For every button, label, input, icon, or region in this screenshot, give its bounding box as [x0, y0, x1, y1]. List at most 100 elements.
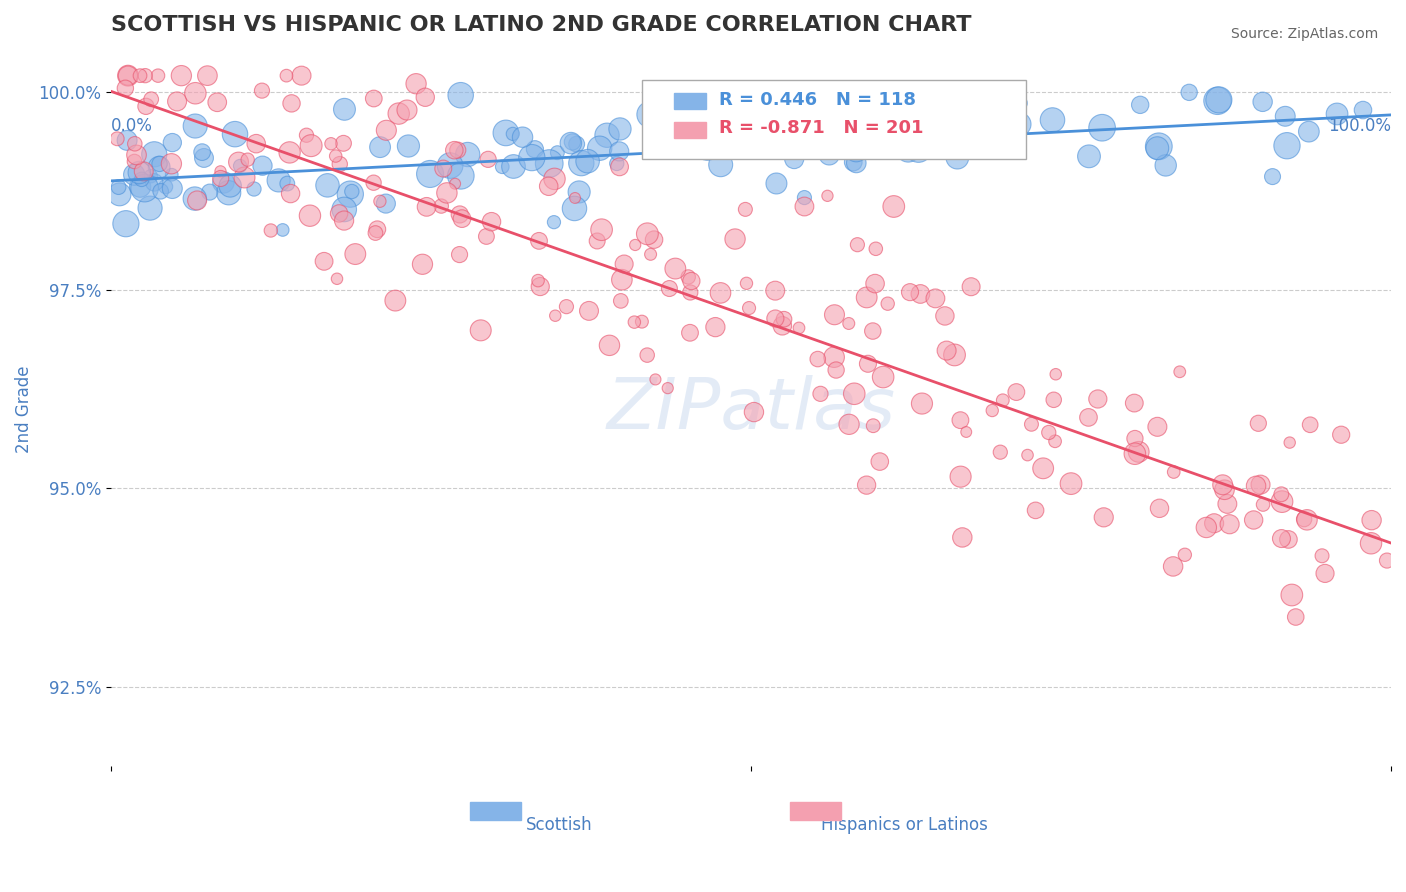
Point	[1313, 566, 1336, 581]
Point	[560, 136, 582, 150]
Point	[1008, 96, 1031, 111]
Point	[135, 99, 157, 113]
Point	[166, 95, 188, 109]
Point	[742, 405, 765, 419]
Point	[395, 103, 418, 117]
Point	[838, 317, 860, 331]
Point	[818, 148, 841, 162]
Point	[589, 141, 612, 155]
Point	[107, 180, 129, 194]
Point	[325, 149, 347, 163]
Point	[495, 126, 517, 140]
Point	[333, 213, 356, 227]
Text: Scottish: Scottish	[526, 816, 592, 834]
Point	[1216, 497, 1239, 511]
Text: ZIPatlas: ZIPatlas	[606, 375, 896, 443]
Point	[568, 185, 591, 199]
Point	[260, 223, 283, 237]
Point	[1021, 417, 1043, 432]
Point	[955, 425, 977, 439]
Point	[475, 229, 498, 244]
Point	[197, 69, 219, 83]
Point	[945, 100, 967, 114]
Point	[316, 178, 339, 193]
Point	[823, 350, 845, 364]
Point	[1123, 396, 1146, 410]
Point	[1128, 445, 1150, 459]
Bar	[470, 802, 520, 820]
Point	[624, 238, 647, 252]
Point	[193, 151, 215, 165]
Point	[817, 189, 839, 203]
Point	[1078, 149, 1101, 163]
Point	[207, 95, 229, 110]
Point	[1261, 169, 1284, 184]
Point	[436, 186, 458, 200]
Point	[141, 92, 163, 106]
Text: Source: ZipAtlas.com: Source: ZipAtlas.com	[1230, 27, 1378, 41]
Point	[1174, 548, 1197, 562]
Point	[128, 165, 150, 179]
Point	[413, 90, 436, 104]
Point	[623, 315, 645, 329]
Point	[1163, 465, 1185, 479]
Point	[724, 232, 747, 246]
Point	[596, 128, 619, 143]
Point	[224, 127, 246, 141]
Point	[1326, 107, 1348, 121]
Point	[415, 200, 437, 214]
Point	[384, 293, 406, 308]
Point	[245, 136, 267, 151]
Point	[1017, 448, 1039, 462]
Y-axis label: 2nd Grade: 2nd Grade	[15, 366, 32, 453]
Point	[1375, 553, 1398, 567]
Point	[236, 153, 259, 167]
Point	[783, 152, 806, 166]
Point	[148, 160, 170, 174]
Point	[364, 226, 387, 240]
Point	[443, 143, 465, 157]
Point	[704, 320, 727, 334]
Point	[1092, 510, 1115, 524]
Point	[339, 187, 361, 202]
Point	[1060, 476, 1083, 491]
Point	[209, 171, 232, 186]
Bar	[675, 94, 706, 109]
Point	[162, 181, 184, 195]
Point	[278, 145, 301, 160]
Point	[447, 143, 470, 157]
Point	[865, 242, 887, 256]
Point	[770, 136, 793, 151]
Point	[875, 139, 897, 153]
Point	[1361, 513, 1384, 527]
Point	[610, 273, 633, 287]
Point	[219, 178, 242, 193]
Point	[1212, 477, 1234, 491]
Point	[576, 154, 599, 169]
Point	[105, 132, 128, 146]
Point	[631, 315, 654, 329]
Point	[1251, 95, 1274, 109]
Point	[1042, 113, 1064, 128]
Point	[1077, 410, 1099, 425]
Point	[450, 169, 472, 183]
Point	[537, 179, 560, 194]
Point	[910, 287, 932, 301]
Point	[734, 202, 756, 217]
Point	[502, 127, 524, 141]
Point	[869, 454, 891, 468]
Point	[1281, 588, 1303, 602]
Point	[696, 139, 718, 153]
Point	[1025, 503, 1047, 517]
Point	[855, 290, 877, 304]
Point	[862, 324, 884, 338]
Point	[1243, 513, 1265, 527]
Point	[1204, 516, 1226, 531]
Point	[122, 168, 145, 182]
Point	[1149, 501, 1171, 516]
Point	[134, 181, 156, 195]
Point	[825, 363, 848, 377]
Point	[368, 194, 391, 209]
Point	[229, 159, 252, 173]
Point	[129, 69, 152, 83]
